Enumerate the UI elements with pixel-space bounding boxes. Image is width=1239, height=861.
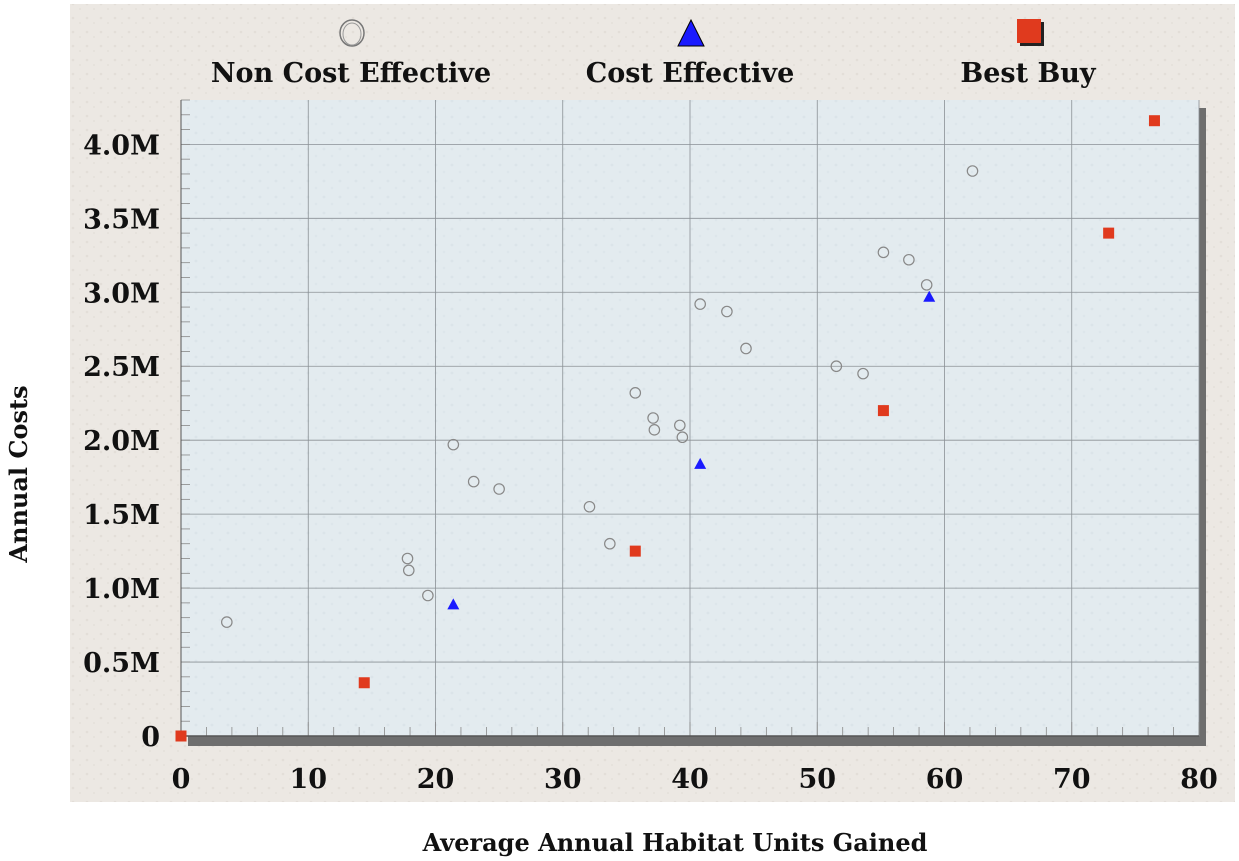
best-buy-point [629, 545, 641, 557]
non-cost-effective-point [877, 246, 890, 259]
legend-item-cost-effective: Cost Effective [586, 18, 795, 89]
x-tick-labels: 0 10 20 30 40 50 60 70 80 [172, 764, 1218, 795]
legend-label-cost-effective: Cost Effective [586, 58, 795, 89]
legend-item-best-buy: Best Buy [960, 19, 1097, 89]
legend-label-non-cost-effective: Non Cost Effective [211, 58, 491, 89]
cost-effective-point [447, 598, 460, 610]
x-tick-label: 20 [417, 764, 455, 795]
non-cost-effective-point [647, 412, 659, 424]
legend-item-non-cost-effective: Non Cost Effective [211, 19, 491, 89]
cost-effective-point [694, 457, 707, 469]
y-tick-label: 2.5M [83, 352, 160, 383]
non-cost-effective-point [721, 305, 733, 318]
x-tick-label: 80 [1180, 764, 1218, 795]
legend-circle-marker-inner [342, 22, 362, 46]
non-cost-effective-point [422, 589, 434, 602]
x-tick-label: 30 [544, 764, 582, 795]
best-buy-point [175, 730, 187, 742]
y-tick-labels: 0 0.5M 1.0M 1.5M 2.0M 2.5M 3.0M 3.5M 4.0M [83, 130, 160, 753]
y-axis-title: Annual Costs [4, 385, 33, 563]
non-cost-effective-point [740, 342, 752, 355]
non-cost-effective-point [604, 537, 616, 550]
non-cost-effective-point [966, 165, 979, 177]
x-tick-label: 70 [1053, 764, 1091, 795]
x-tick-label: 10 [289, 764, 327, 795]
y-tick-label: 3.0M [83, 278, 160, 309]
non-cost-effective-point [467, 475, 480, 488]
legend: Non Cost Effective Cost Effective Best B… [211, 18, 1097, 89]
non-cost-effective-point [402, 564, 415, 577]
y-tick-label: 1.5M [83, 500, 160, 531]
non-cost-effective-point [447, 438, 460, 451]
x-tick-label: 40 [671, 764, 709, 795]
best-buy-point [877, 405, 889, 417]
legend-circle-marker [339, 19, 365, 47]
y-tick-label: 1.0M [83, 574, 160, 605]
non-cost-effective-point [857, 367, 869, 380]
x-tick-label: 50 [798, 764, 836, 795]
best-buy-point [358, 677, 370, 689]
legend-triangle-marker [677, 18, 705, 47]
non-cost-effective-point [674, 419, 686, 432]
legend-label-best-buy: Best Buy [960, 58, 1097, 89]
y-tick-label: 2.0M [83, 426, 160, 457]
best-buy-point [1103, 227, 1115, 239]
non-cost-effective-point [493, 483, 505, 495]
y-tick-label: 3.5M [83, 204, 160, 235]
legend-square-marker [1017, 19, 1041, 43]
data-points [175, 115, 1160, 742]
best-buy-point [1148, 115, 1160, 127]
cost-effective-point [923, 290, 936, 302]
y-tick-label: 0.5M [83, 648, 160, 679]
non-cost-effective-point [676, 431, 689, 444]
x-tick-label: 60 [926, 764, 964, 795]
x-tick-label: 0 [172, 764, 191, 795]
grid-lines [181, 100, 1200, 736]
non-cost-effective-point [830, 360, 843, 373]
non-cost-effective-point [920, 279, 933, 291]
non-cost-effective-point [221, 616, 233, 628]
x-axis-title: Average Annual Habitat Units Gained [422, 828, 928, 857]
non-cost-effective-point [583, 500, 596, 513]
non-cost-effective-point [629, 387, 642, 399]
minor-ticks [180, 99, 1200, 737]
non-cost-effective-point [903, 253, 915, 266]
non-cost-effective-point [648, 424, 661, 436]
non-cost-effective-point [694, 298, 706, 310]
non-cost-effective-point [401, 552, 414, 565]
y-tick-label: 0 [141, 722, 160, 753]
y-tick-label: 4.0M [83, 130, 160, 161]
